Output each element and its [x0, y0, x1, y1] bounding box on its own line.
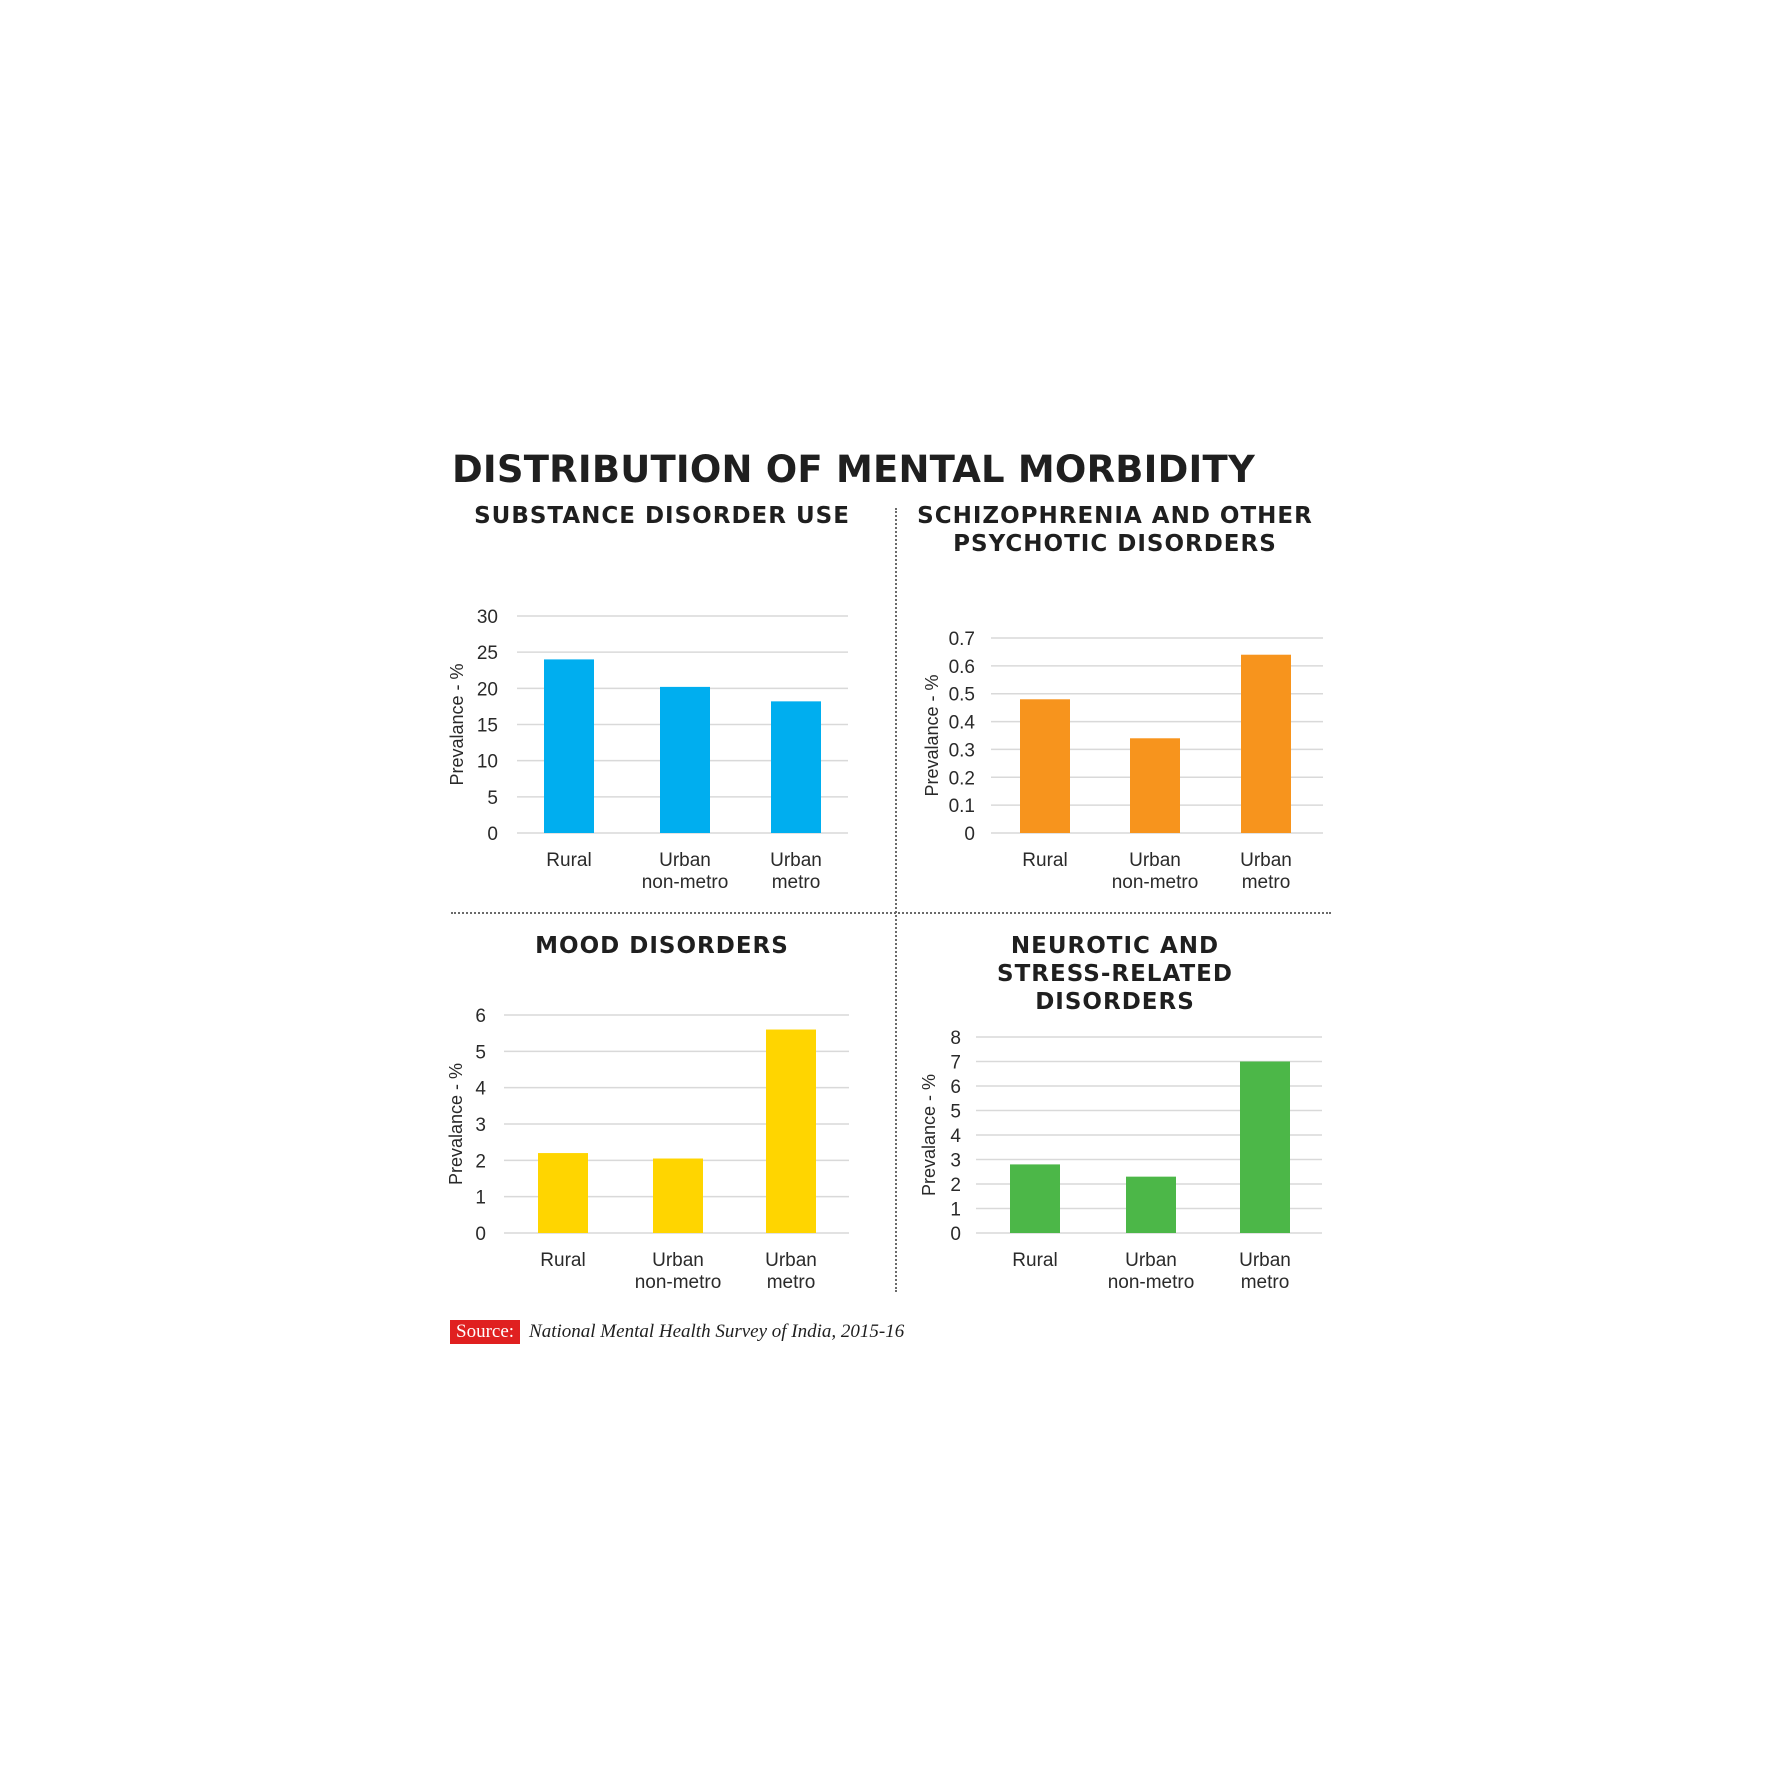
y-axis-label: Prevalance - %	[447, 663, 467, 785]
x-tick-label: Urban metro	[770, 850, 822, 893]
y-tick-label: 1	[475, 1188, 486, 1209]
y-tick-label: 8	[950, 1028, 961, 1049]
y-tick-label: 4	[950, 1126, 961, 1147]
bar-3	[766, 1029, 816, 1233]
x-tick-label: Urban metro	[1240, 850, 1292, 893]
y-tick-label: 5	[487, 788, 498, 809]
bar-1	[544, 659, 594, 833]
x-tick-label: Urban non-metro	[642, 850, 729, 893]
bar-1	[538, 1153, 588, 1233]
y-tick-label: 0.3	[949, 740, 975, 761]
y-tick-label: 7	[950, 1053, 961, 1074]
y-tick-label: 0.7	[949, 629, 975, 650]
y-axis-label: Prevalance - %	[919, 1074, 939, 1196]
bar-2	[653, 1158, 703, 1233]
y-tick-label: 0.5	[949, 685, 975, 706]
y-tick-label: 6	[950, 1077, 961, 1098]
x-tick-label: Urban non-metro	[1108, 1250, 1195, 1293]
y-tick-label: 4	[475, 1079, 486, 1100]
y-tick-label: 2	[475, 1151, 486, 1172]
y-tick-label: 5	[475, 1042, 486, 1063]
bar-2	[660, 686, 710, 833]
bar-3	[1240, 1061, 1290, 1233]
source-note: Source: National Mental Health Survey of…	[450, 1319, 904, 1345]
y-axis-label: Prevalance - %	[922, 674, 942, 796]
y-tick-label: 15	[477, 716, 498, 737]
y-tick-label: 6	[475, 1006, 486, 1027]
y-tick-label: 2	[950, 1175, 961, 1196]
y-tick-label: 0	[964, 824, 975, 845]
y-tick-label: 0.2	[949, 768, 975, 789]
bar-3	[1241, 654, 1291, 833]
x-tick-label: Rural	[540, 1250, 585, 1271]
y-tick-label: 3	[475, 1115, 486, 1136]
chart-title-mood: MOOD DISORDERS	[456, 932, 868, 960]
y-tick-label: 1	[950, 1200, 961, 1221]
chart-title-text: NEUROTIC AND STRESS-RELATED DISORDERS	[997, 933, 1233, 1015]
y-tick-label: 20	[477, 679, 498, 700]
x-tick-label: Urban non-metro	[635, 1250, 722, 1293]
x-tick-label: Rural	[546, 850, 591, 871]
chart-title-text: SCHIZOPHRENIA AND OTHER PSYCHOTIC DISORD…	[917, 503, 1313, 557]
y-tick-label: 10	[477, 752, 498, 773]
y-tick-label: 0.4	[949, 713, 976, 734]
chart-title-schizophrenia: SCHIZOPHRENIA AND OTHER PSYCHOTIC DISORD…	[900, 502, 1330, 558]
x-tick-label: Urban metro	[765, 1250, 817, 1293]
chart-title-text: SUBSTANCE DISORDER USE	[474, 503, 850, 529]
y-tick-label: 0	[475, 1224, 486, 1245]
chart-title-neurotic: NEUROTIC AND STRESS-RELATED DISORDERS	[900, 932, 1330, 1016]
y-tick-label: 0	[487, 824, 498, 845]
y-tick-label: 0	[950, 1224, 961, 1245]
y-tick-label: 25	[477, 643, 498, 664]
bar-1	[1020, 699, 1070, 833]
source-label: Source:	[450, 1320, 521, 1344]
x-tick-label: Rural	[1012, 1250, 1057, 1271]
x-tick-label: Urban non-metro	[1112, 850, 1199, 893]
y-tick-label: 3	[950, 1151, 961, 1172]
page-title: DISTRIBUTION OF MENTAL MORBIDITY	[452, 448, 1255, 491]
y-axis-label: Prevalance - %	[446, 1063, 466, 1185]
x-tick-label: Urban metro	[1239, 1250, 1291, 1293]
y-tick-label: 5	[950, 1102, 961, 1123]
y-tick-label: 30	[477, 607, 498, 628]
bar-2	[1130, 738, 1180, 833]
horizontal-divider	[451, 912, 1331, 914]
chart-title-substance: SUBSTANCE DISORDER USE	[456, 502, 868, 530]
x-tick-label: Rural	[1022, 850, 1067, 871]
chart-title-text: MOOD DISORDERS	[535, 933, 789, 959]
vertical-divider	[895, 508, 897, 1292]
y-tick-label: 0.6	[949, 657, 975, 678]
bar-2	[1126, 1176, 1176, 1233]
source-text: National Mental Health Survey of India, …	[529, 1321, 905, 1342]
bar-1	[1010, 1164, 1060, 1233]
bar-3	[771, 701, 821, 833]
y-tick-label: 0.1	[949, 796, 975, 817]
